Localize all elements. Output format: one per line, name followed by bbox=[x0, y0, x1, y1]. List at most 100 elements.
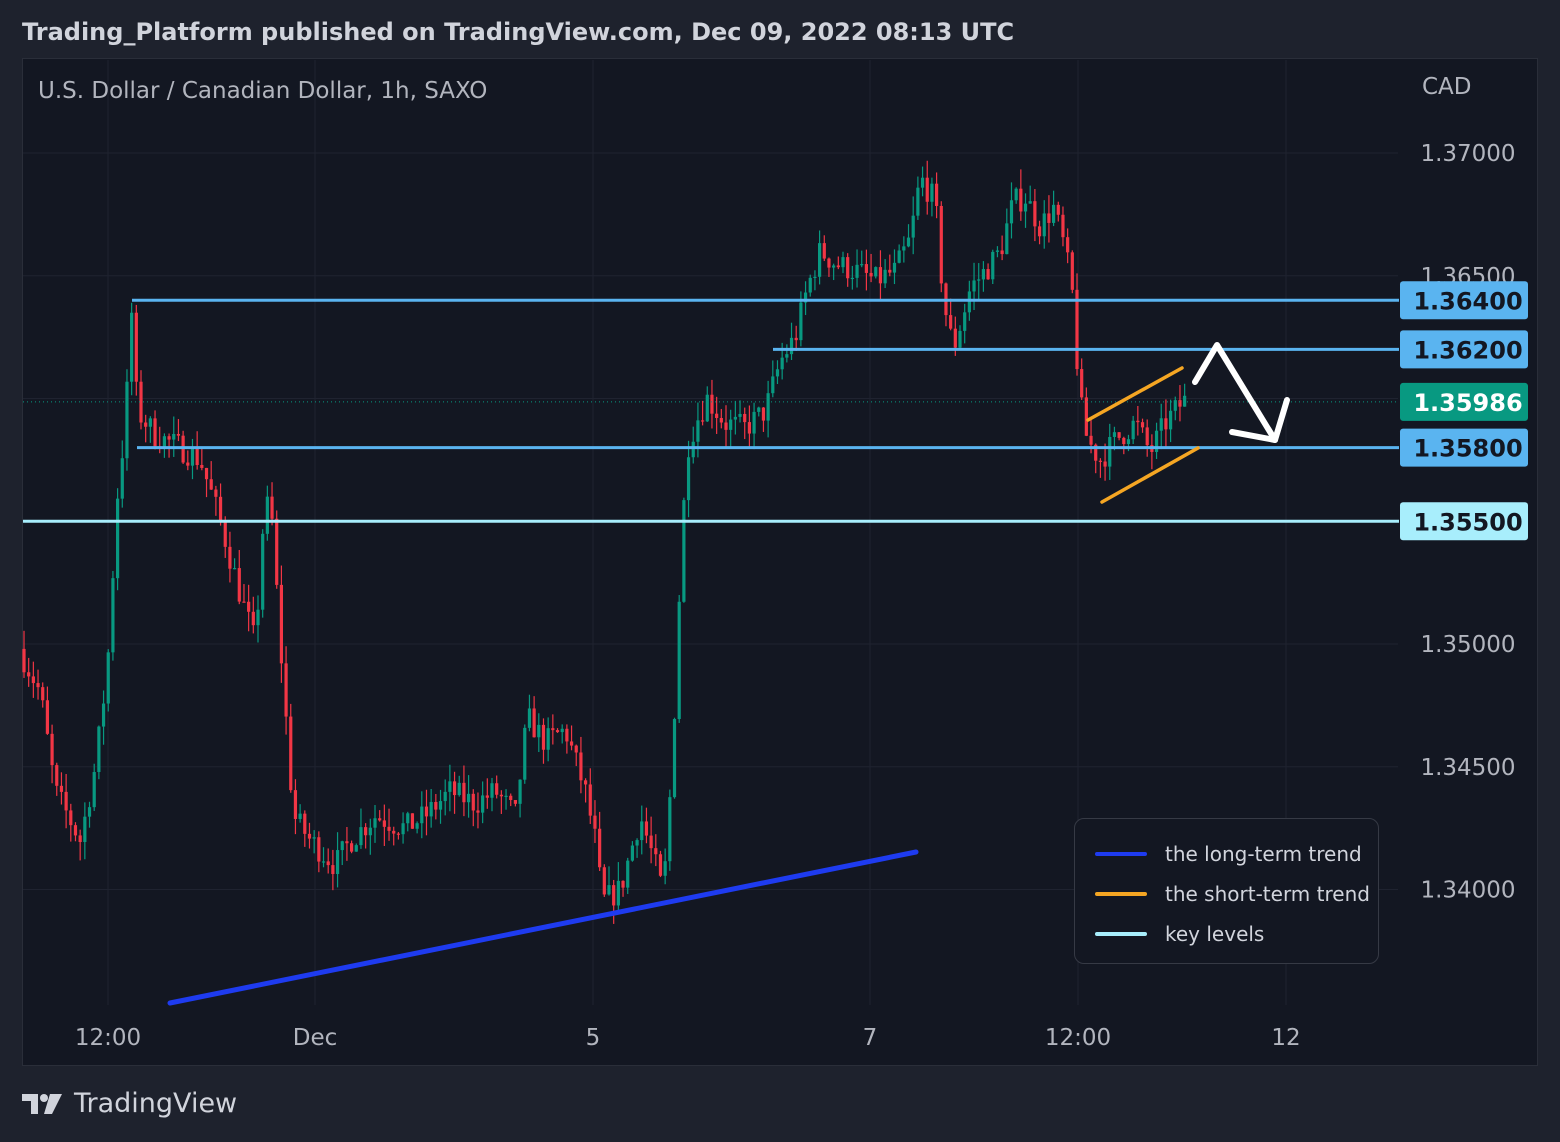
candle bbox=[747, 405, 751, 447]
candle bbox=[719, 408, 723, 429]
candle bbox=[518, 779, 522, 818]
candle bbox=[527, 694, 532, 732]
candle bbox=[621, 880, 625, 897]
candle-body bbox=[326, 861, 330, 866]
candle bbox=[387, 808, 391, 841]
candle-body bbox=[181, 435, 185, 463]
tradingview-logo-icon bbox=[22, 1093, 62, 1114]
time-tick-label: 12:00 bbox=[75, 1025, 141, 1051]
candle bbox=[45, 686, 49, 735]
candle bbox=[1178, 385, 1182, 422]
legend-item-short-term: the short-term trend bbox=[1095, 881, 1370, 907]
candle bbox=[1033, 189, 1037, 242]
candle bbox=[612, 879, 616, 924]
candle bbox=[237, 550, 241, 605]
candle bbox=[677, 595, 681, 723]
candle bbox=[335, 832, 340, 888]
candle bbox=[326, 848, 330, 874]
candle bbox=[223, 516, 227, 558]
candle bbox=[204, 467, 209, 498]
candle-body bbox=[682, 500, 686, 602]
candle bbox=[911, 196, 915, 255]
candle-body bbox=[663, 861, 667, 876]
candle-body bbox=[242, 601, 246, 603]
candle-body bbox=[607, 885, 611, 895]
candle-body bbox=[237, 568, 241, 602]
candle bbox=[265, 485, 269, 541]
candle-body bbox=[1136, 420, 1140, 423]
candle bbox=[406, 811, 410, 832]
candle bbox=[429, 788, 433, 828]
candle-body bbox=[209, 479, 213, 490]
candle-body bbox=[125, 381, 129, 459]
candle bbox=[242, 584, 246, 603]
candle bbox=[832, 263, 836, 281]
candle bbox=[588, 768, 592, 824]
price-label-background bbox=[1400, 502, 1528, 541]
candle-body bbox=[1103, 461, 1107, 467]
candle bbox=[97, 725, 101, 780]
candle-body bbox=[41, 687, 45, 701]
candle bbox=[958, 325, 962, 350]
candle bbox=[579, 736, 583, 794]
candle bbox=[392, 826, 396, 846]
candle-body bbox=[1023, 203, 1028, 212]
candle bbox=[981, 261, 985, 292]
candle bbox=[167, 433, 171, 458]
candle-body bbox=[785, 354, 789, 358]
candle-body bbox=[499, 794, 503, 797]
candle-body bbox=[518, 779, 522, 804]
candle bbox=[555, 728, 560, 733]
candle bbox=[686, 440, 691, 518]
candle bbox=[724, 405, 728, 447]
candle bbox=[172, 416, 176, 457]
candle-body bbox=[991, 251, 995, 280]
candle-body bbox=[532, 708, 536, 738]
candle-body bbox=[1066, 237, 1070, 253]
candle bbox=[78, 829, 82, 861]
time-tick-label: 7 bbox=[863, 1025, 878, 1051]
candle-body bbox=[354, 845, 358, 852]
candle bbox=[59, 772, 64, 805]
candle bbox=[715, 396, 719, 434]
candle-body bbox=[312, 837, 316, 839]
candle-body bbox=[916, 187, 920, 216]
candle-body bbox=[345, 841, 349, 844]
candle-body bbox=[335, 850, 340, 875]
candle-body bbox=[429, 801, 433, 817]
candle-body bbox=[139, 381, 143, 423]
candle-body bbox=[106, 652, 110, 704]
candle-body bbox=[710, 394, 714, 414]
candle bbox=[733, 400, 737, 435]
candle bbox=[448, 764, 452, 812]
candle-body bbox=[902, 246, 906, 251]
candle-body bbox=[1131, 420, 1135, 440]
candle bbox=[228, 531, 232, 583]
candle bbox=[1047, 195, 1051, 243]
candle bbox=[541, 718, 546, 764]
candle-body bbox=[541, 724, 546, 750]
candle bbox=[513, 799, 517, 807]
candle bbox=[92, 763, 96, 811]
candle-body bbox=[59, 785, 64, 792]
candle-body bbox=[359, 827, 363, 846]
candle-body bbox=[724, 422, 728, 430]
candle-body bbox=[757, 407, 761, 412]
candle-body bbox=[270, 496, 274, 519]
candle-body bbox=[247, 601, 251, 612]
candle-body bbox=[640, 821, 644, 841]
candle bbox=[64, 773, 68, 829]
candle bbox=[892, 249, 897, 285]
candle-body bbox=[612, 885, 616, 906]
price-label-box: 1.36200 bbox=[1400, 330, 1528, 369]
candle bbox=[270, 482, 274, 526]
drawing-legend: the long-term trend the short-term trend… bbox=[1074, 818, 1379, 964]
candle-body bbox=[481, 795, 485, 813]
candle-body bbox=[457, 782, 461, 796]
candle-body bbox=[696, 420, 700, 442]
candle-body bbox=[1098, 460, 1102, 462]
candle bbox=[616, 862, 620, 911]
legend-label: key levels bbox=[1165, 922, 1265, 946]
candle bbox=[818, 230, 822, 285]
